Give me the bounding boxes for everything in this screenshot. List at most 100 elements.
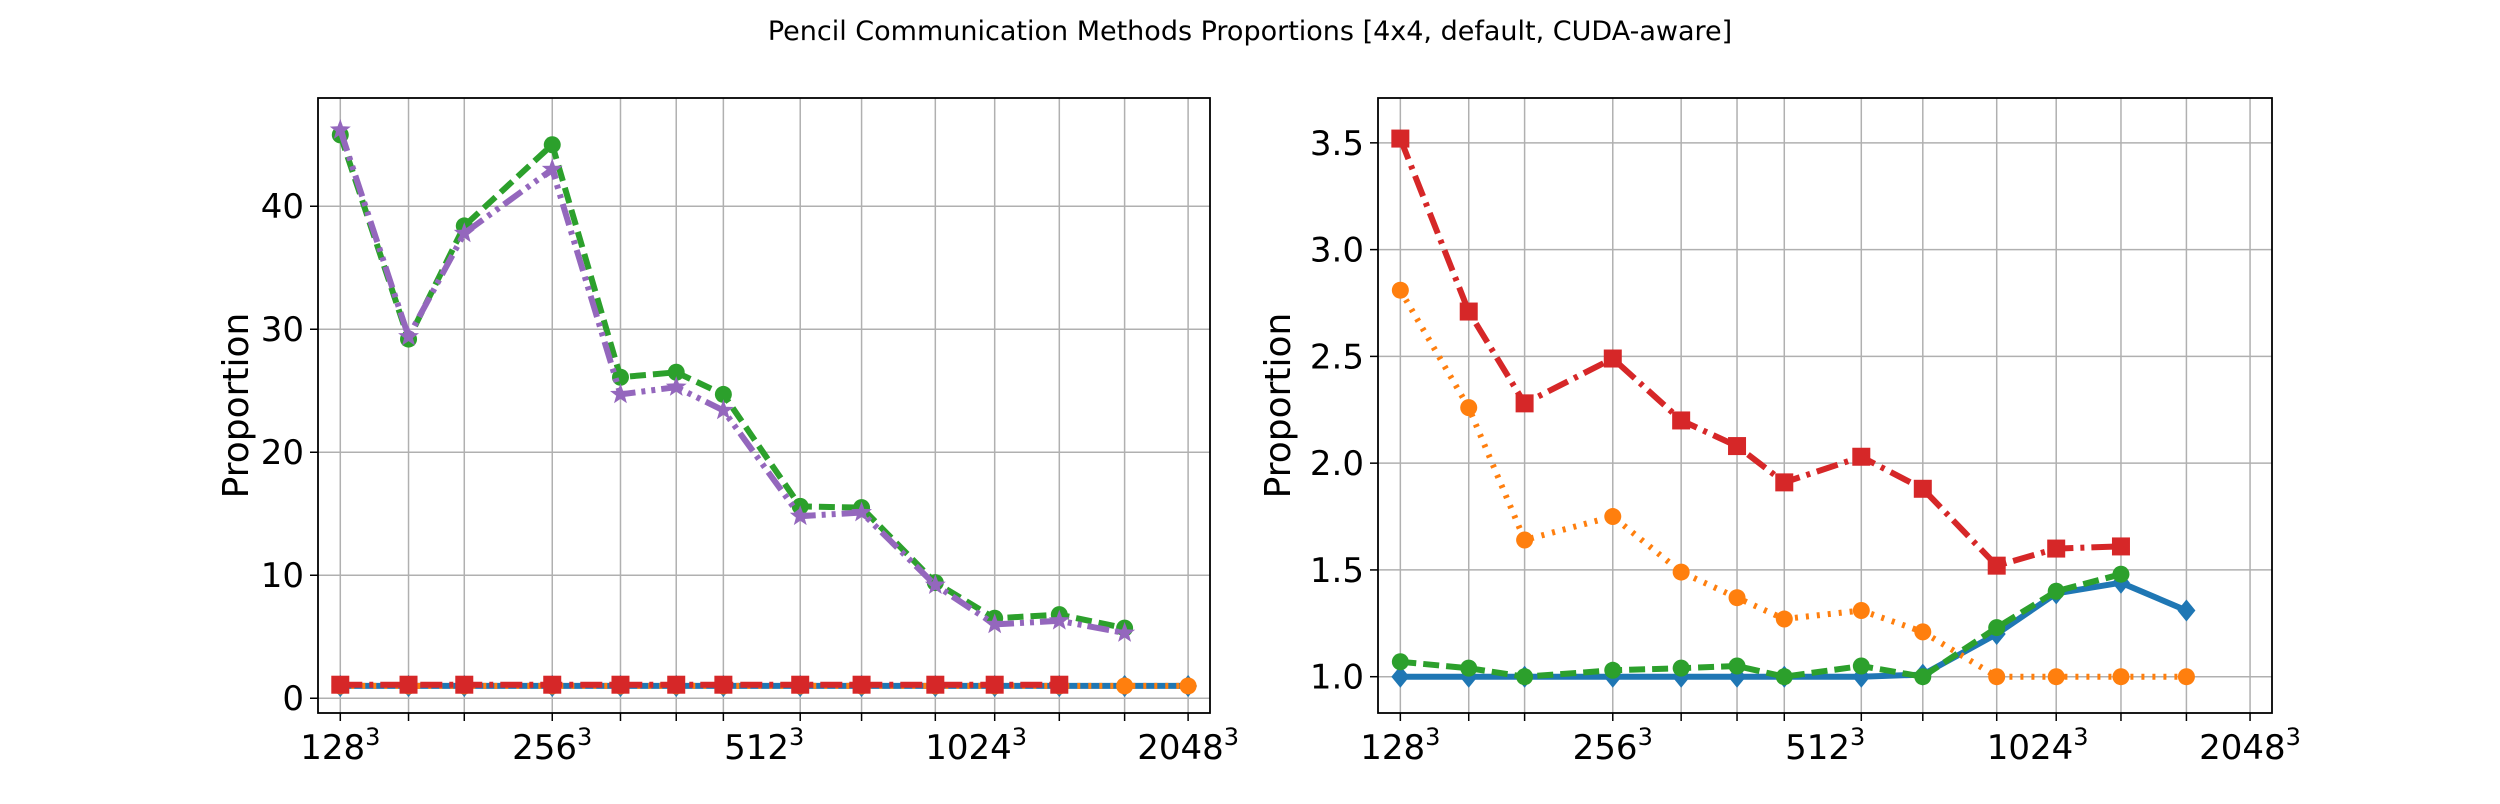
series-2 — [331, 126, 1134, 637]
data-point — [667, 363, 685, 381]
data-point — [926, 675, 945, 694]
y-tick-label: 2.5 — [1310, 337, 1364, 377]
left-chart: 0 10 20 30 40 1283 2563 5123 10243 20483 Proportio… — [216, 97, 1239, 768]
data-point — [1460, 659, 1478, 677]
data-point — [1516, 668, 1534, 686]
data-point — [2047, 539, 2066, 558]
data-point — [1775, 473, 1794, 492]
data-point — [791, 675, 810, 694]
data-point — [1459, 302, 1478, 321]
series-3 — [1391, 129, 2130, 575]
y-tick-label: 0 — [282, 679, 304, 719]
series-2 — [1391, 565, 2130, 686]
data-point — [667, 675, 686, 694]
x-tick-label: 10243 — [925, 723, 1027, 768]
series-4 — [329, 119, 1136, 642]
data-point — [1179, 677, 1197, 695]
data-point — [455, 675, 474, 694]
x-tick-label: 1283 — [1360, 723, 1440, 768]
data-point — [985, 675, 1004, 694]
y-tick-label: 10 — [261, 556, 304, 596]
y-axis-label: Proportion — [1258, 313, 1299, 499]
data-point — [924, 574, 946, 594]
data-point — [1914, 668, 1932, 686]
data-point — [1913, 479, 1932, 498]
data-point — [453, 222, 475, 243]
series-line — [1400, 571, 2122, 680]
x-tick-label: 10243 — [1987, 723, 2089, 768]
data-point — [2112, 565, 2130, 583]
data-point — [714, 385, 732, 403]
series-line — [1397, 288, 2187, 680]
data-point — [1914, 623, 1932, 641]
series-line — [337, 129, 1126, 636]
data-point — [543, 675, 562, 694]
data-point — [1515, 394, 1534, 413]
data-point — [852, 675, 871, 694]
y-axis-label: Proportion — [216, 313, 257, 499]
y-tick-label: 1.0 — [1310, 658, 1364, 698]
x-tick-label: 20483 — [2199, 723, 2301, 768]
data-point — [1775, 668, 1793, 686]
data-point — [665, 376, 687, 396]
data-point — [2111, 537, 2130, 556]
plot-frame — [1377, 97, 2273, 714]
x-tick-label: 2563 — [512, 723, 592, 768]
data-point — [1728, 589, 1746, 607]
data-point — [1988, 668, 2006, 686]
data-point — [1987, 556, 2006, 575]
y-tick-label: 1.5 — [1310, 551, 1364, 591]
data-point — [1391, 653, 1409, 671]
series-line — [337, 133, 1126, 632]
data-point — [789, 505, 811, 526]
data-point — [1604, 508, 1622, 526]
x-tick-label: 1283 — [300, 723, 380, 768]
series-3 — [331, 675, 1069, 694]
series-line — [1397, 137, 2122, 569]
plot-frame — [317, 97, 1211, 714]
data-point — [1048, 609, 1070, 630]
data-point — [2177, 599, 2196, 622]
data-point — [399, 675, 418, 694]
series-1 — [1391, 281, 2195, 686]
data-point — [1391, 665, 1410, 688]
x-tick-label: 5123 — [724, 723, 804, 768]
data-point — [851, 501, 872, 522]
y-tick-label: 3.5 — [1310, 124, 1364, 164]
x-tick-label: 2563 — [1573, 723, 1653, 768]
data-point — [1988, 619, 2006, 637]
data-point — [1050, 675, 1069, 694]
data-point — [1852, 657, 1870, 675]
data-point — [541, 158, 563, 179]
data-point — [1728, 437, 1747, 456]
data-point — [1114, 622, 1136, 642]
x-tick-label: 5123 — [1785, 723, 1865, 768]
data-point — [1391, 129, 1410, 148]
data-point — [1116, 677, 1134, 695]
data-point — [543, 136, 561, 154]
data-point — [331, 675, 350, 694]
right-chart: 1.0 1.5 2.0 2.5 3.0 3.5 1283 2563 5123 10243 20483… — [1258, 97, 2301, 768]
data-point — [1603, 349, 1622, 368]
data-point — [610, 383, 631, 404]
data-point — [2177, 668, 2195, 686]
data-point — [1728, 657, 1746, 675]
data-point — [2047, 582, 2065, 600]
data-point — [714, 675, 733, 694]
data-point — [1672, 563, 1690, 581]
data-point — [1604, 661, 1622, 679]
y-tick-label: 30 — [261, 310, 304, 350]
data-point — [611, 675, 630, 694]
data-point — [1672, 411, 1691, 430]
data-point — [1460, 399, 1478, 417]
data-point — [1852, 447, 1871, 466]
data-point — [398, 325, 419, 346]
data-point — [1852, 602, 1870, 619]
data-point — [2112, 668, 2130, 686]
data-point — [712, 399, 734, 420]
data-point — [2047, 668, 2065, 686]
series-line — [1400, 579, 2188, 680]
y-tick-label: 2.0 — [1310, 444, 1364, 484]
data-point — [1391, 281, 1409, 299]
